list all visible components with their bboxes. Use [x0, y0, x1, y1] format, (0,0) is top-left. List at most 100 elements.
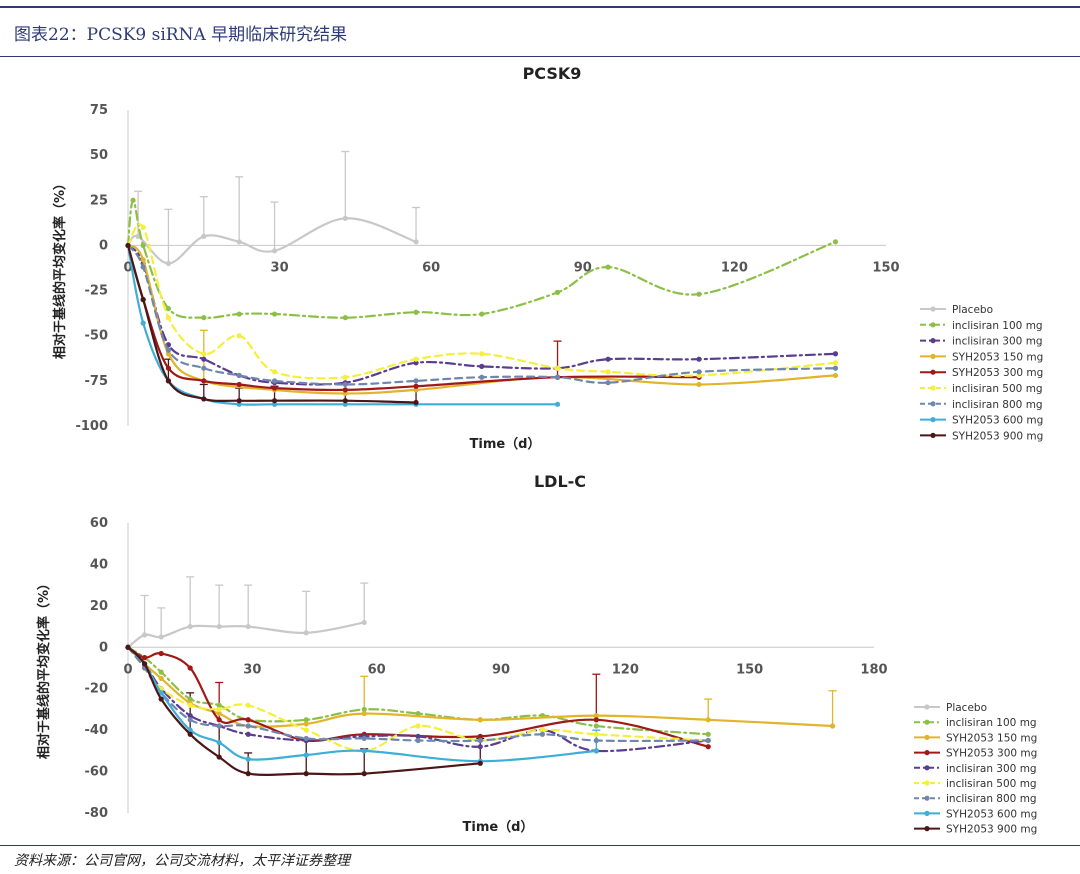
series-line: [126, 217, 418, 265]
data-point: [705, 717, 711, 723]
data-point: [696, 356, 702, 362]
x-axis-label: Time（d）: [470, 436, 541, 452]
source-note: 资料来源：公司官网，公司交流材料，太平洋证券整理: [14, 853, 350, 869]
data-point: [413, 360, 419, 366]
y-tick-label: -50: [85, 329, 109, 344]
x-axis-label: Time（d）: [463, 819, 534, 835]
data-point: [216, 706, 222, 713]
data-point: [832, 372, 839, 379]
data-point: [130, 197, 136, 203]
data-point: [140, 242, 146, 249]
data-point: [236, 239, 242, 245]
legend-marker: [930, 417, 936, 423]
y-tick-label: 60: [90, 516, 108, 531]
y-axis-label: 相对于基线的平均变化率（%）: [52, 177, 68, 359]
series-line: [126, 646, 710, 736]
chart-title: PCSK9: [523, 64, 582, 83]
data-point: [125, 644, 131, 650]
chart-ldl-c: LDL-C 60 40 20 0 -20 -40 -60 -80 0 30 60 90 120 150 180…: [36, 472, 1037, 836]
data-point: [342, 387, 348, 393]
data-point: [415, 723, 421, 729]
y-tick-label: -60: [85, 765, 109, 780]
data-point: [539, 731, 546, 737]
data-point: [605, 356, 611, 362]
data-point: [141, 661, 148, 667]
legend-marker: [930, 385, 936, 391]
series-line: [126, 646, 710, 743]
series-line: [126, 244, 418, 404]
data-point: [303, 721, 309, 727]
x-tick-label: 60: [368, 662, 386, 677]
data-point: [271, 311, 278, 317]
data-point: [187, 696, 193, 702]
legend-entry: inclisiran 800 mg: [952, 399, 1043, 411]
y-tick-label: 20: [90, 599, 108, 614]
data-point: [216, 623, 222, 630]
data-point: [201, 315, 207, 321]
data-point: [140, 257, 146, 263]
data-point: [832, 365, 839, 371]
data-point: [554, 289, 561, 295]
data-point: [303, 752, 309, 758]
data-point: [216, 710, 222, 717]
legend-marker: [924, 810, 930, 817]
legend-marker: [924, 750, 930, 756]
data-point: [245, 771, 251, 777]
legend-entry: inclisiran 100 mg: [946, 717, 1037, 729]
data-point: [245, 702, 251, 708]
data-point: [477, 760, 483, 766]
series-line: [126, 199, 837, 319]
data-point: [361, 619, 367, 626]
y-tick-label: 25: [90, 193, 108, 208]
data-point: [554, 365, 561, 371]
data-point: [125, 242, 131, 249]
data-point: [413, 356, 419, 362]
x-tick-label: 0: [123, 260, 132, 275]
data-point: [271, 385, 278, 391]
figure-title: 图表22：PCSK9 siRNA 早期临床研究结果: [14, 25, 348, 45]
title-rule: [0, 56, 1080, 57]
legend-entry: inclisiran 300 mg: [946, 763, 1037, 775]
data-point: [829, 723, 836, 729]
data-point: [271, 401, 278, 407]
data-point: [216, 723, 222, 729]
legend-marker: [924, 826, 930, 832]
data-point: [158, 650, 164, 657]
data-point: [303, 727, 309, 733]
data-point: [140, 224, 146, 230]
data-point: [165, 351, 172, 357]
legend-marker: [930, 338, 936, 344]
data-point: [593, 713, 599, 719]
data-point: [187, 623, 193, 630]
chart-title: LDL-C: [534, 472, 586, 491]
data-point: [165, 306, 172, 312]
x-tick-label: 120: [612, 662, 639, 677]
data-point: [187, 665, 193, 671]
data-point: [705, 737, 711, 744]
legend-entry: SYH2053 150 mg: [952, 351, 1043, 363]
data-point: [216, 702, 222, 708]
legend-marker: [930, 353, 936, 359]
legend-entry: Placebo: [946, 702, 987, 714]
data-point: [201, 233, 207, 239]
data-point: [245, 623, 251, 630]
data-point: [245, 756, 251, 762]
data-point: [593, 717, 599, 723]
data-point: [832, 239, 839, 245]
y-tick-label: 0: [99, 238, 108, 253]
data-point: [413, 383, 419, 389]
legend-entry: inclisiran 500 mg: [946, 778, 1037, 790]
data-point: [201, 351, 207, 357]
legend-marker: [930, 432, 936, 438]
data-point: [696, 291, 702, 297]
data-point: [479, 374, 485, 380]
x-tick-label: 90: [574, 260, 592, 275]
legend-marker: [924, 780, 930, 786]
data-point: [201, 396, 207, 402]
data-point: [303, 771, 309, 777]
data-point: [342, 398, 348, 404]
legend-entry: inclisiran 800 mg: [946, 793, 1037, 805]
data-point: [479, 351, 485, 357]
series-line: [126, 646, 598, 763]
data-point: [605, 369, 611, 375]
